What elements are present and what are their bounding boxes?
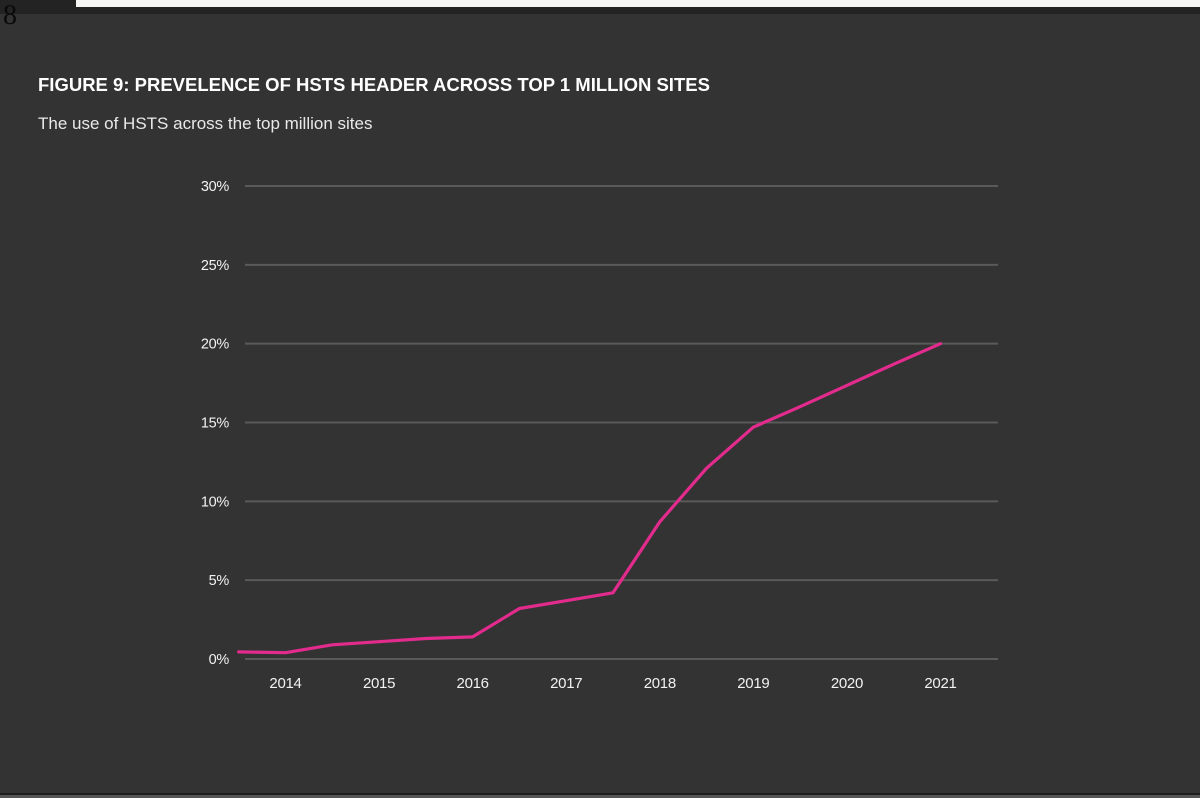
x-tick-label: 2015 xyxy=(363,675,395,692)
y-tick-label: 5% xyxy=(209,573,230,589)
figure-subtitle: The use of HSTS across the top million s… xyxy=(38,114,373,133)
scan-edge-bottom-line xyxy=(0,793,1200,795)
x-tick-label: 2018 xyxy=(644,675,676,692)
y-tick-label: 30% xyxy=(201,179,230,195)
x-tick-label: 2017 xyxy=(550,675,582,692)
x-tick-label: 2021 xyxy=(924,675,956,692)
figure-title: FIGURE 9: PREVELENCE OF HSTS HEADER ACRO… xyxy=(38,74,710,95)
scan-edge-white-strip xyxy=(76,0,1200,7)
y-tick-label: 25% xyxy=(201,258,230,274)
x-tick-label: 2016 xyxy=(457,675,489,692)
y-tick-label: 10% xyxy=(201,494,230,510)
page-number: 8 xyxy=(3,0,17,31)
x-tick-label: 2020 xyxy=(831,675,863,692)
x-tick-label: 2019 xyxy=(737,675,769,692)
y-tick-label: 0% xyxy=(209,652,230,668)
x-tick-label: 2014 xyxy=(269,675,301,692)
y-tick-label: 15% xyxy=(201,415,230,431)
scan-edge-bottom-strip xyxy=(0,795,1200,798)
y-tick-label: 20% xyxy=(201,337,230,353)
hsts-data-line xyxy=(237,342,943,655)
